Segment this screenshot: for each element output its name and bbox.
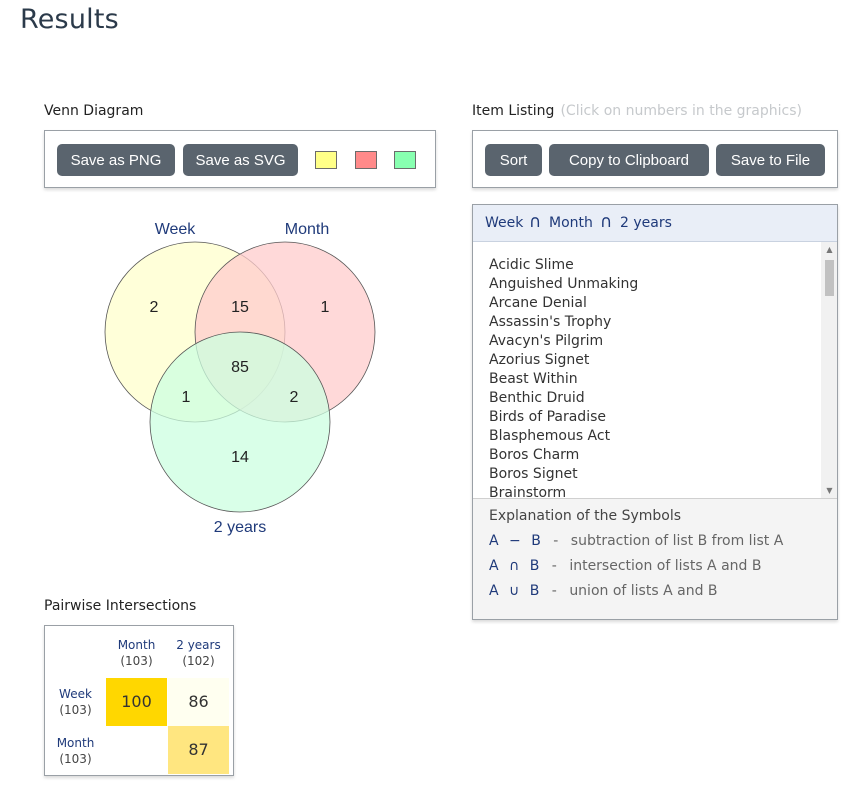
venn-count-2-years-only[interactable]: 14 — [231, 449, 249, 466]
explanation-dash: - — [553, 533, 559, 549]
listing-section-title: Item Listing (Click on numbers in the gra… — [472, 103, 802, 119]
list-item: Acidic Slime — [489, 257, 574, 273]
explanation-dash: - — [551, 558, 557, 574]
column-label: Month — [117, 638, 156, 652]
list-scrollbar[interactable]: ▲ ▼ — [821, 242, 837, 498]
list-item: Blasphemous Act — [489, 428, 611, 444]
listing-hint: (Click on numbers in the graphics) — [560, 103, 802, 119]
listing-header: Week ∩ Month ∩ 2 years — [473, 205, 837, 242]
explanation-text: subtraction of list B from list A — [570, 533, 784, 549]
venn-count-week-2-years[interactable]: 1 — [182, 389, 191, 406]
venn-section-title: Venn Diagram — [44, 103, 144, 119]
save-png-button[interactable]: Save as PNG — [57, 144, 175, 176]
venn-count-month-2-years[interactable]: 2 — [290, 389, 299, 406]
venn-count-week-only[interactable]: 2 — [150, 299, 159, 316]
explanation-text: intersection of lists A and B — [569, 558, 762, 574]
row-label: Week — [59, 687, 92, 701]
list-item: Birds of Paradise — [489, 409, 606, 425]
symbol-a: A — [489, 558, 499, 574]
save-to-file-button[interactable]: Save to File — [716, 144, 825, 176]
intersection-icon: ∩ — [600, 212, 613, 232]
list-item: Brainstorm — [489, 485, 567, 499]
pairwise-cell-empty — [106, 726, 167, 774]
explanation-row-subtraction: A − B - subtraction of list B from list … — [489, 533, 783, 549]
listing-toolbar: Sort Copy to Clipboard Save to File — [472, 130, 838, 188]
intersection-icon: ∩ — [529, 212, 542, 232]
explanation-text: union of lists A and B — [569, 583, 718, 599]
pairwise-row-header-week: Week (103) — [45, 686, 106, 718]
scroll-down-arrow-icon[interactable]: ▼ — [826, 486, 833, 495]
header-set-2-years: 2 years — [620, 215, 672, 231]
pairwise-section-title: Pairwise Intersections — [44, 598, 197, 614]
list-item: Beast Within — [489, 371, 578, 387]
venn-count-month-only[interactable]: 1 — [321, 299, 330, 316]
header-set-week: Week — [485, 215, 524, 231]
scroll-up-arrow-icon[interactable]: ▲ — [826, 245, 833, 254]
venn-toolbar: Save as PNG Save as SVG — [44, 130, 436, 188]
pairwise-row-header-month: Month (103) — [45, 735, 106, 767]
item-list[interactable]: Acidic Slime Anguished Unmaking Arcane Den… — [473, 242, 837, 499]
venn-circle-2-years — [149, 331, 331, 513]
venn-diagram: Week Month 2 years 2 15 1 85 1 2 14 — [104, 221, 376, 536]
listing-title-text: Item Listing — [472, 103, 555, 119]
column-label: 2 years — [176, 638, 221, 652]
pairwise-column-header-2-years: 2 years (102) — [168, 637, 229, 669]
subtraction-icon: − — [509, 533, 521, 549]
venn-label-month: Month — [285, 221, 329, 238]
symbol-a: A — [489, 533, 499, 549]
venn-label-2-years: 2 years — [214, 519, 266, 536]
list-item: Benthic Druid — [489, 390, 585, 406]
explanation-dash: - — [551, 583, 557, 599]
symbol-a: A — [489, 583, 499, 599]
explanation-row-union: A ∪ B - union of lists A and B — [489, 583, 718, 599]
pairwise-cell-week-month[interactable]: 100 — [106, 678, 167, 726]
pairwise-cell-month-2-years[interactable]: 87 — [168, 726, 229, 774]
item-listing-panel: Week ∩ Month ∩ 2 years Acidic Slime Angui… — [472, 204, 838, 620]
column-count: (103) — [120, 654, 153, 668]
page-title: Results — [20, 4, 119, 35]
list-item: Anguished Unmaking — [489, 276, 639, 292]
green-swatch[interactable] — [394, 151, 416, 169]
symbol-b: B — [529, 558, 540, 574]
column-count: (102) — [182, 654, 215, 668]
sort-button[interactable]: Sort — [485, 144, 542, 176]
red-swatch[interactable] — [355, 151, 377, 169]
explanation-row-intersection: A ∩ B - intersection of lists A and B — [489, 558, 761, 574]
save-svg-button[interactable]: Save as SVG — [183, 144, 298, 176]
list-item: Azorius Signet — [489, 352, 590, 368]
header-set-month: Month — [549, 215, 593, 231]
symbol-b: B — [529, 583, 540, 599]
yellow-swatch[interactable] — [315, 151, 337, 169]
row-count: (103) — [59, 752, 92, 766]
row-count: (103) — [59, 703, 92, 717]
pairwise-cell-week-2-years[interactable]: 86 — [168, 678, 229, 726]
explanation-title: Explanation of the Symbols — [489, 508, 682, 524]
list-item: Arcane Denial — [489, 295, 587, 311]
row-label: Month — [56, 736, 95, 750]
union-icon: ∪ — [509, 583, 520, 599]
pairwise-column-header-month: Month (103) — [106, 637, 167, 669]
list-item: Assassin's Trophy — [489, 314, 612, 330]
venn-count-week-month[interactable]: 15 — [231, 299, 249, 316]
venn-count-all-three[interactable]: 85 — [231, 359, 249, 376]
intersection-icon: ∩ — [509, 558, 520, 574]
list-item: Boros Signet — [489, 466, 578, 482]
symbol-b: B — [531, 533, 541, 549]
list-item: Avacyn's Pilgrim — [489, 333, 604, 349]
item-list-entries: Acidic Slime Anguished Unmaking Arcane Den… — [489, 256, 639, 499]
copy-to-clipboard-button[interactable]: Copy to Clipboard — [549, 144, 709, 176]
list-item: Boros Charm — [489, 447, 580, 463]
pairwise-table: Month (103) 2 years (102) Week (103) Mon… — [44, 625, 234, 776]
scroll-thumb[interactable] — [825, 260, 834, 296]
venn-label-week: Week — [155, 221, 197, 238]
